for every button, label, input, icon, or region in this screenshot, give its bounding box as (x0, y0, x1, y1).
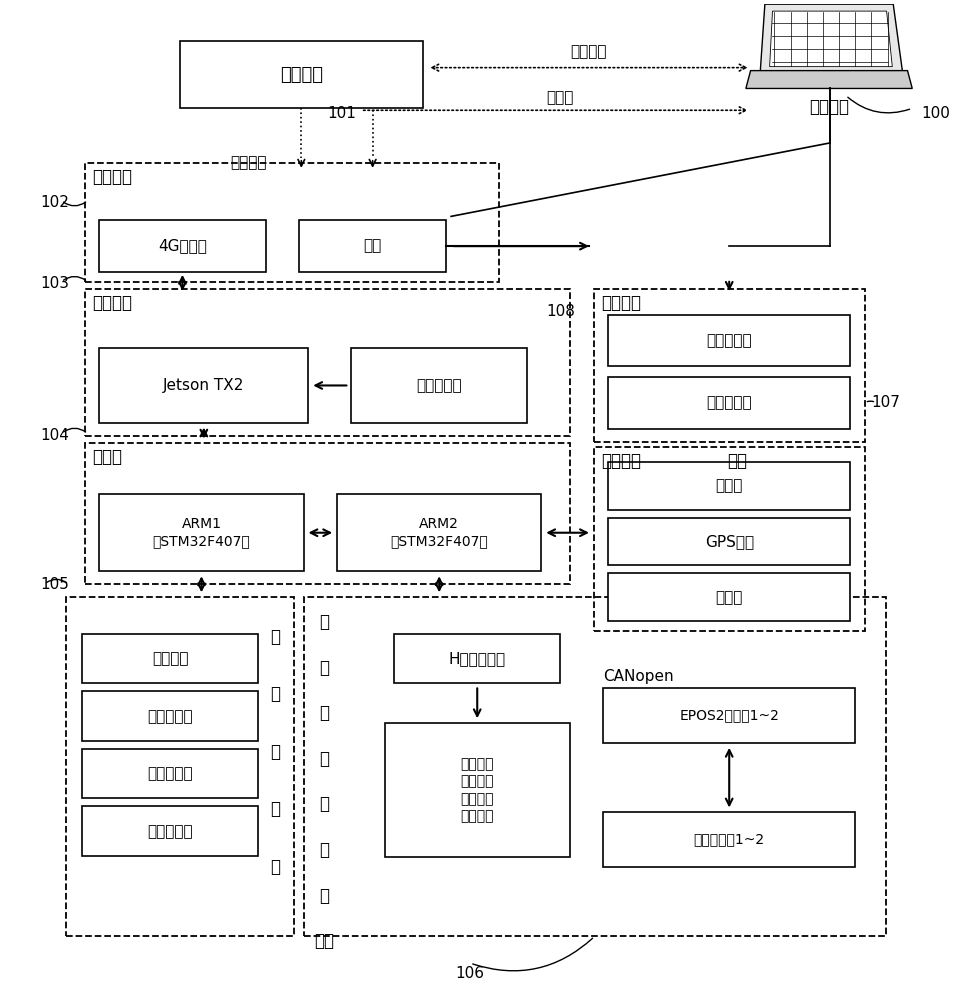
Text: 云服务器: 云服务器 (280, 66, 323, 84)
Text: 行走轮电机1~2: 行走轮电机1~2 (693, 833, 764, 847)
FancyBboxPatch shape (180, 41, 422, 108)
Polygon shape (745, 71, 911, 88)
Text: 控制中心: 控制中心 (92, 294, 133, 312)
Text: CANopen: CANopen (603, 669, 673, 684)
Text: 传: 传 (270, 628, 280, 646)
Text: Jetson TX2: Jetson TX2 (163, 378, 244, 393)
Text: 及: 及 (319, 795, 330, 813)
FancyBboxPatch shape (394, 634, 560, 683)
Text: 网桥: 网桥 (363, 239, 382, 254)
Text: 系: 系 (270, 800, 280, 818)
FancyBboxPatch shape (607, 573, 850, 621)
FancyBboxPatch shape (99, 494, 304, 571)
Text: 局域网: 局域网 (546, 90, 574, 105)
Text: 霍尔传感器: 霍尔传感器 (147, 824, 193, 839)
Polygon shape (759, 4, 901, 74)
Text: 光电传感器: 光电传感器 (147, 709, 193, 724)
Text: 模块: 模块 (314, 932, 334, 950)
FancyBboxPatch shape (607, 518, 850, 565)
FancyBboxPatch shape (607, 377, 850, 429)
FancyBboxPatch shape (99, 220, 265, 272)
Text: 模块: 模块 (727, 452, 746, 470)
Text: 105: 105 (40, 577, 69, 592)
Text: 通讯设备: 通讯设备 (92, 168, 133, 186)
Text: 统: 统 (270, 858, 280, 876)
Text: 地面基站: 地面基站 (809, 98, 849, 116)
Text: 动: 动 (319, 887, 330, 905)
Text: ARM1
（STM32F407）: ARM1 （STM32F407） (153, 517, 250, 548)
FancyBboxPatch shape (82, 806, 258, 856)
Text: 102: 102 (40, 195, 69, 210)
Text: 104: 104 (40, 428, 69, 443)
Text: 红外摄像头: 红外摄像头 (705, 395, 752, 410)
Polygon shape (769, 11, 892, 67)
Text: 101: 101 (327, 106, 356, 121)
FancyBboxPatch shape (351, 348, 527, 423)
Text: 器: 器 (270, 743, 280, 761)
FancyBboxPatch shape (603, 688, 854, 743)
Text: 108: 108 (546, 304, 575, 319)
FancyBboxPatch shape (607, 315, 850, 366)
Text: EPOS2驱动器1~2: EPOS2驱动器1~2 (678, 709, 778, 723)
Text: 巡检设备: 巡检设备 (601, 294, 641, 312)
Text: 驱: 驱 (319, 841, 330, 859)
Text: H桥驱动电路: H桥驱动电路 (448, 651, 505, 666)
Text: 107: 107 (871, 395, 899, 410)
FancyBboxPatch shape (299, 220, 446, 272)
Text: 限位传感器: 限位传感器 (147, 766, 193, 781)
FancyBboxPatch shape (82, 749, 258, 798)
Text: 行: 行 (319, 659, 330, 677)
Text: 可见光云台: 可见光云台 (705, 333, 752, 348)
FancyBboxPatch shape (82, 691, 258, 741)
Text: 气压计: 气压计 (715, 590, 742, 605)
Text: 100: 100 (921, 106, 949, 121)
Text: GPS模块: GPS模块 (703, 534, 753, 549)
Text: 环境感知: 环境感知 (601, 452, 641, 470)
Text: 伸缩电机
开合电机
外摆电机
滑移电机: 伸缩电机 开合电机 外摆电机 滑移电机 (460, 757, 493, 823)
Text: 激光雷达: 激光雷达 (152, 651, 188, 666)
FancyBboxPatch shape (384, 723, 569, 857)
Text: 103: 103 (40, 276, 69, 291)
Text: 4G路由器: 4G路由器 (158, 239, 207, 254)
Text: 执: 执 (319, 613, 330, 631)
FancyBboxPatch shape (336, 494, 541, 571)
FancyBboxPatch shape (603, 812, 854, 867)
Text: 公网接入: 公网接入 (570, 44, 606, 59)
Text: 106: 106 (456, 966, 484, 981)
Text: ARM2
（STM32F407）: ARM2 （STM32F407） (390, 517, 487, 548)
Text: 双目摄像头: 双目摄像头 (416, 378, 461, 393)
Text: 机: 机 (319, 750, 330, 768)
FancyBboxPatch shape (99, 348, 308, 423)
Text: 感: 感 (270, 685, 280, 703)
Text: 电: 电 (319, 704, 330, 722)
Text: 公网通信: 公网通信 (230, 155, 266, 170)
FancyBboxPatch shape (82, 634, 258, 683)
FancyBboxPatch shape (607, 462, 850, 510)
Text: 陀螺仪: 陀螺仪 (715, 479, 742, 494)
Text: 控制板: 控制板 (92, 448, 122, 466)
